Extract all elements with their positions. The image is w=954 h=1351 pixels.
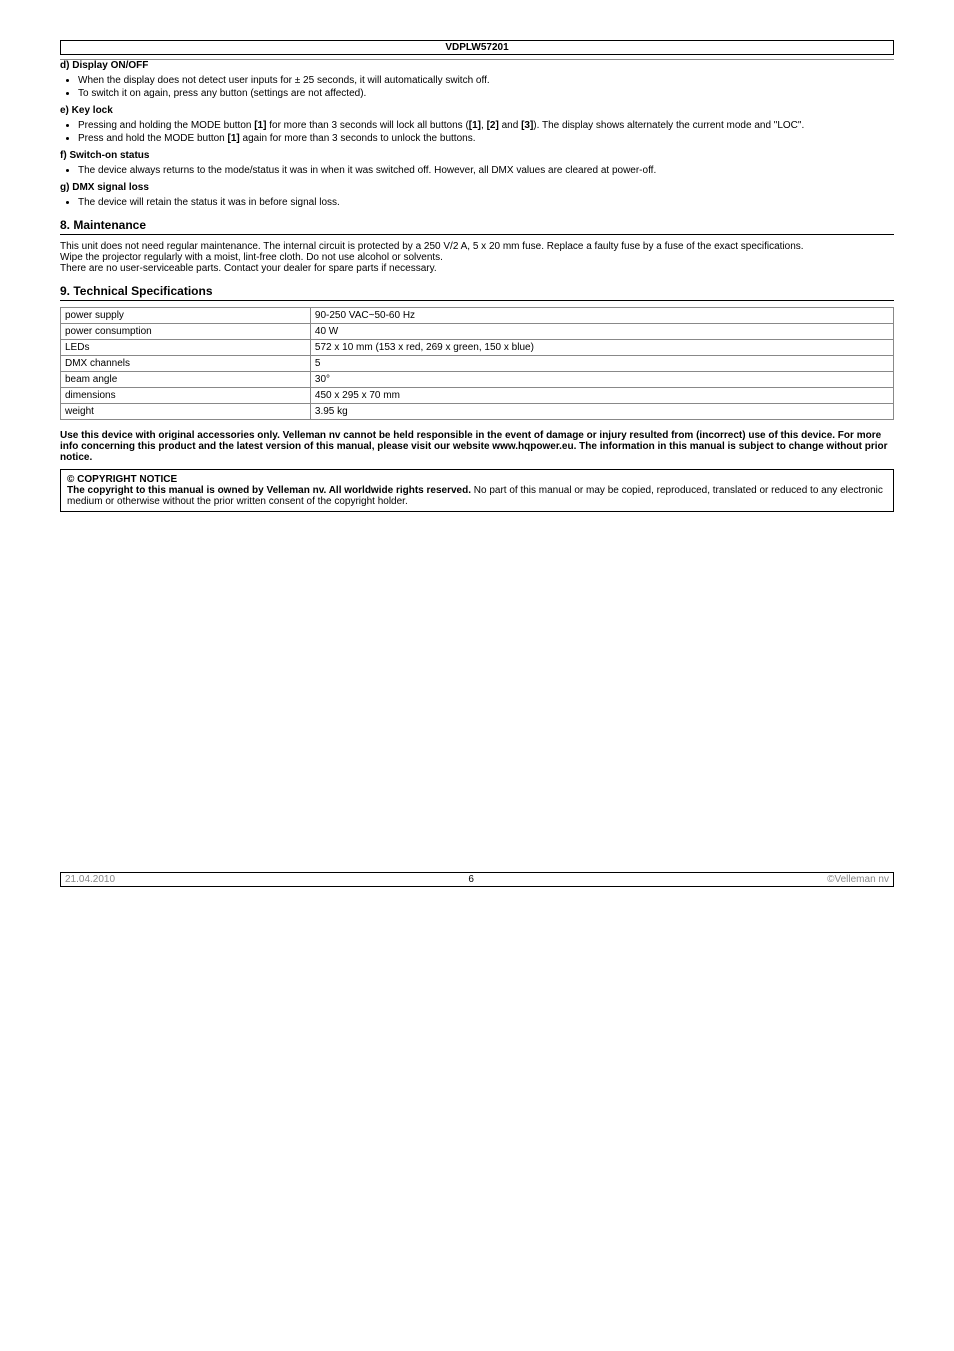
spec-val: 3.95 kg (310, 404, 893, 420)
spec-key: power supply (61, 308, 311, 324)
spec-val: 30° (310, 372, 893, 388)
disclaimer-text: Use this device with original accessorie… (60, 430, 894, 463)
spec-key: beam angle (61, 372, 311, 388)
spec-key: DMX channels (61, 356, 311, 372)
table-row: beam angle30° (61, 372, 894, 388)
maintenance-para: This unit does not need regular maintena… (60, 241, 894, 274)
table-row: dimensions450 x 295 x 70 mm (61, 388, 894, 404)
specs-heading: 9. Technical Specifications (60, 284, 894, 301)
list-item: Pressing and holding the MODE button [1]… (78, 120, 894, 131)
specs-table: power supply90-250 VAC~50-60 Hz power co… (60, 307, 894, 420)
header-title: VDPLW57201 (445, 42, 508, 53)
list-item: Press and hold the MODE button [1] again… (78, 133, 894, 144)
table-row: weight3.95 kg (61, 404, 894, 420)
table-row: LEDs572 x 10 mm (153 x red, 269 x green,… (61, 340, 894, 356)
spec-val: 450 x 295 x 70 mm (310, 388, 893, 404)
spec-val: 5 (310, 356, 893, 372)
spec-key: dimensions (61, 388, 311, 404)
section-d-list: When the display does not detect user in… (60, 75, 894, 99)
list-item: The device will retain the status it was… (78, 197, 894, 208)
list-item: The device always returns to the mode/st… (78, 165, 894, 176)
footer-copyright: ©Velleman nv (827, 874, 889, 885)
spec-val: 572 x 10 mm (153 x red, 269 x green, 150… (310, 340, 893, 356)
table-row: power consumption40 W (61, 324, 894, 340)
maintenance-heading: 8. Maintenance (60, 218, 894, 235)
page-footer: 21.04.2010 6 ©Velleman nv (60, 872, 894, 887)
spec-val: 40 W (310, 324, 893, 340)
list-item: When the display does not detect user in… (78, 75, 894, 86)
copyright-bold: The copyright to this manual is owned by… (67, 485, 471, 496)
spec-val: 90-250 VAC~50-60 Hz (310, 308, 893, 324)
spec-key: LEDs (61, 340, 311, 356)
section-e-list: Pressing and holding the MODE button [1]… (60, 120, 894, 144)
section-g-title: g) DMX signal loss (60, 182, 894, 193)
section-e-title: e) Key lock (60, 105, 894, 116)
list-item: To switch it on again, press any button … (78, 88, 894, 99)
header-title-box: VDPLW57201 (60, 40, 894, 55)
footer-page-number: 6 (468, 874, 474, 885)
table-row: DMX channels5 (61, 356, 894, 372)
table-row: power supply90-250 VAC~50-60 Hz (61, 308, 894, 324)
spec-key: weight (61, 404, 311, 420)
section-g-list: The device will retain the status it was… (60, 197, 894, 208)
footer-date: 21.04.2010 (65, 874, 115, 885)
copyright-box: © COPYRIGHT NOTICE The copyright to this… (60, 469, 894, 512)
section-f-title: f) Switch-on status (60, 150, 894, 161)
section-f-list: The device always returns to the mode/st… (60, 165, 894, 176)
spec-key: power consumption (61, 324, 311, 340)
copyright-title: © COPYRIGHT NOTICE (67, 474, 177, 485)
section-d-title: d) Display ON/OFF (60, 59, 894, 71)
